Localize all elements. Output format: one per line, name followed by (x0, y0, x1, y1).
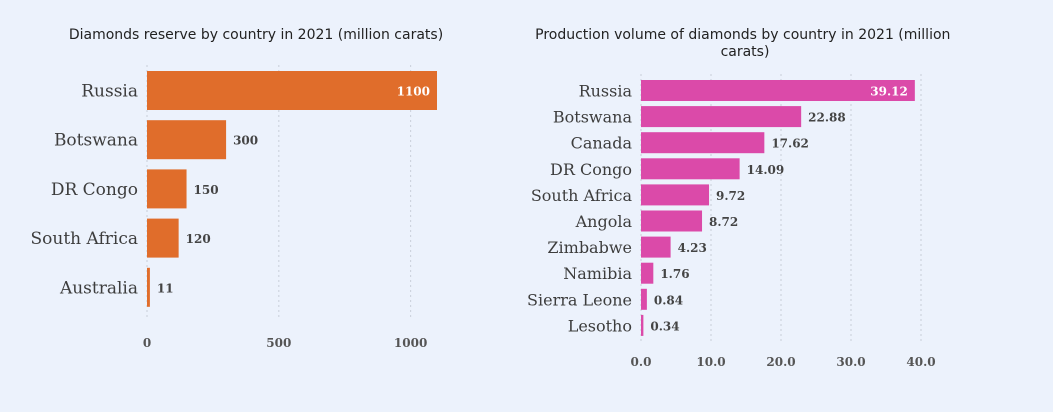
reserve-bar (147, 218, 179, 258)
production-value-label: 0.34 (650, 319, 679, 333)
reserve-value-label: 300 (233, 134, 258, 148)
production-category-label: Botswana (553, 108, 633, 127)
production-x-tick-label: 40.0 (906, 355, 935, 369)
reserve-bar (147, 267, 150, 307)
reserve-bar (147, 169, 187, 209)
reserve-x-tick-label: 0 (143, 336, 151, 350)
production-x-tick-label: 20.0 (766, 355, 795, 369)
production-value-label: 9.72 (716, 189, 745, 203)
production-category-labels: Russia Botswana Canada DR Congo South Africa… (527, 82, 632, 336)
production-value-label: 17.62 (771, 137, 809, 151)
reserve-category-label: South Africa (30, 229, 138, 249)
reserve-chart: Diamonds reserve by country in 2021 (mil… (30, 27, 443, 350)
production-bar (641, 236, 671, 258)
production-category-label: Russia (579, 82, 633, 101)
production-x-tick-label: 30.0 (836, 355, 865, 369)
production-x-tick-label: 0.0 (631, 355, 652, 369)
reserve-category-labels: Russia Botswana DR Congo South Africa Austra… (30, 82, 138, 299)
reserve-chart-title: Diamonds reserve by country in 2021 (mil… (69, 27, 443, 43)
production-value-label: 4.23 (678, 241, 707, 255)
reserve-category-label: Australia (59, 278, 138, 298)
production-category-label: Lesotho (568, 316, 632, 335)
reserve-bar (147, 71, 437, 110)
reserve-value-label: 1100 (397, 85, 430, 99)
reserve-value-labels: 1100 300 150 120 11 (157, 85, 430, 296)
production-value-label: 22.88 (808, 111, 846, 125)
production-bar (641, 80, 915, 101)
production-chart-title-line-2: carats) (721, 44, 770, 60)
production-x-tick-label: 10.0 (696, 355, 725, 369)
reserve-value-label: 120 (186, 232, 211, 246)
production-x-axis-ticks: 0.0 10.0 20.0 30.0 40.0 (631, 355, 936, 369)
production-category-label: Zimbabwe (547, 238, 632, 257)
production-bar (641, 132, 765, 154)
reserve-bars (147, 71, 437, 307)
reserve-x-tick-label: 500 (266, 336, 291, 350)
production-value-label: 0.84 (654, 293, 683, 307)
production-value-label: 8.72 (709, 215, 738, 229)
reserve-bar (147, 120, 227, 160)
production-category-label: Angola (575, 212, 633, 231)
reserve-category-label: Botswana (54, 131, 138, 151)
production-bars (641, 80, 915, 336)
production-category-label: Canada (571, 134, 633, 153)
production-bar (641, 106, 802, 128)
production-value-labels: 39.12 22.88 17.62 14.099.72 8.724.23 1.76 0.84… (650, 85, 907, 334)
reserve-x-tick-label: 1000 (394, 336, 427, 350)
production-value-label: 14.09 (747, 163, 785, 177)
production-bar (641, 314, 644, 336)
production-category-label: Sierra Leone (527, 290, 632, 309)
production-bar (641, 158, 740, 180)
reserve-value-label: 11 (157, 281, 174, 295)
production-chart: Production volume of diamonds by country… (527, 27, 955, 369)
reserve-category-label: Russia (81, 82, 138, 102)
production-bar (641, 210, 703, 232)
production-bar (641, 288, 647, 310)
reserve-value-label: 150 (194, 183, 219, 197)
production-category-label: DR Congo (550, 160, 632, 179)
reserve-category-label: DR Congo (51, 180, 138, 200)
production-bar (641, 184, 710, 206)
production-category-label: South Africa (531, 186, 633, 205)
production-chart-title: Production volume of diamonds by country… (535, 27, 955, 60)
production-value-label: 1.76 (660, 267, 689, 281)
reserve-x-axis-ticks: 0 500 1000 (143, 336, 428, 350)
production-chart-title-line-1: Production volume of diamonds by country… (535, 27, 950, 43)
production-value-label: 39.12 (870, 85, 908, 99)
production-bar (641, 262, 654, 284)
production-category-label: Namibia (563, 264, 632, 283)
